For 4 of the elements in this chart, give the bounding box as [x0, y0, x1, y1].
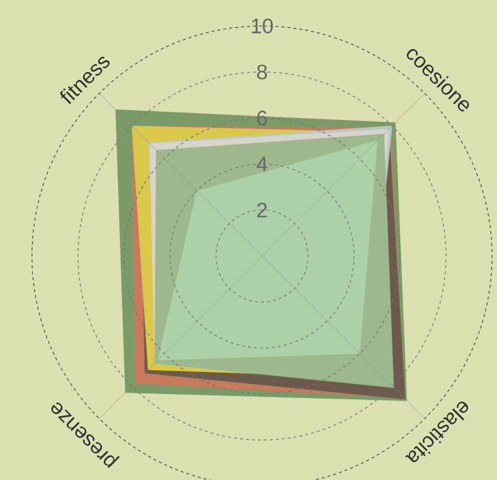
y-tick-label: 10: [252, 18, 273, 34]
y-tick-label: 8: [257, 64, 267, 80]
y-tick-label: 2: [257, 202, 267, 218]
y-tick-label: 4: [256, 156, 268, 172]
